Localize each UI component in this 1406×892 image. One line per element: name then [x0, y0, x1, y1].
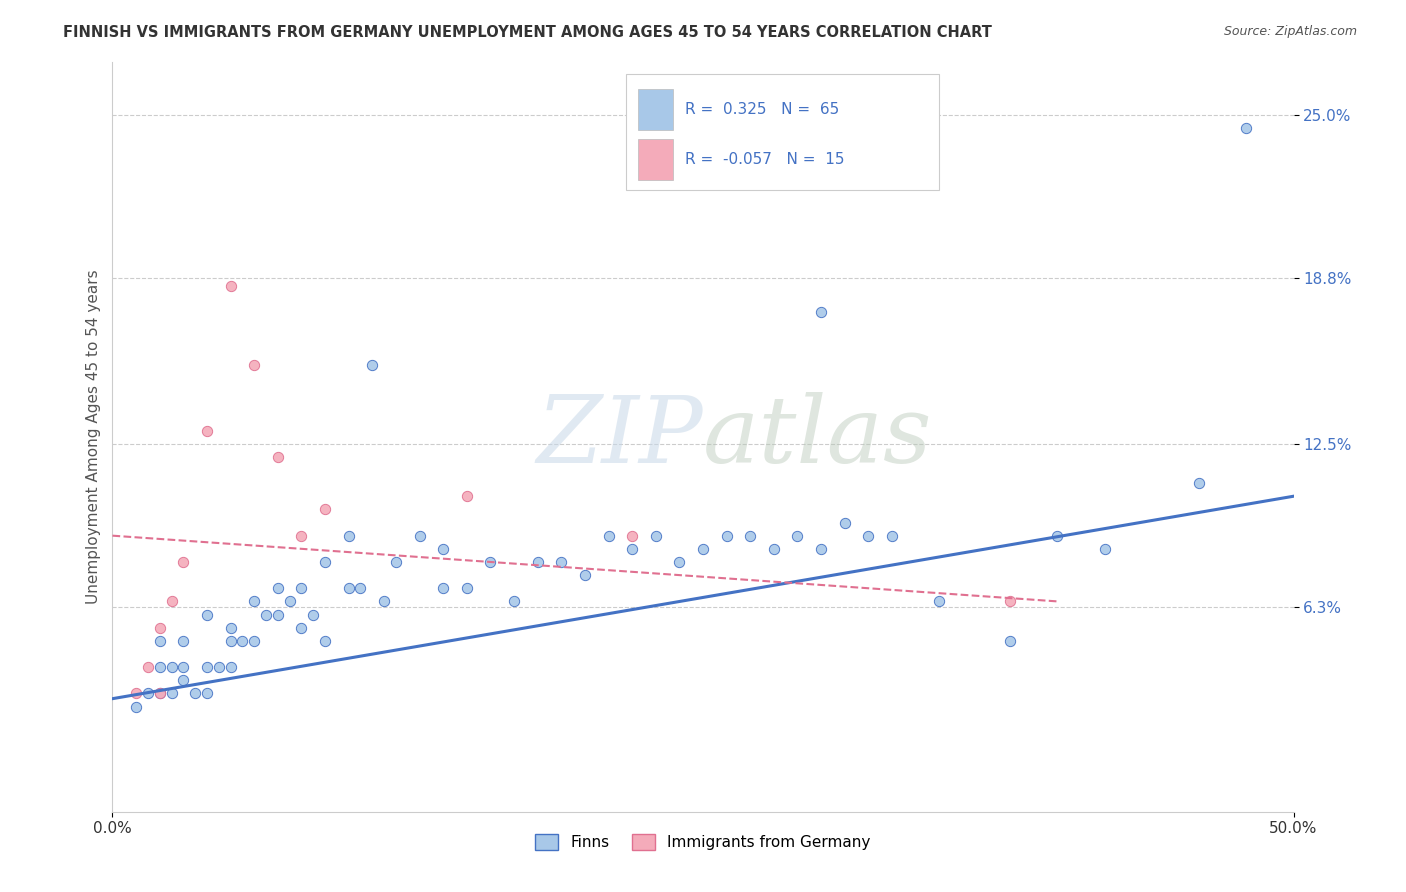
Point	[314, 502, 336, 516]
Point	[810, 541, 832, 556]
Point	[526, 555, 548, 569]
FancyBboxPatch shape	[626, 74, 939, 190]
Text: R =  -0.057   N =  15: R = -0.057 N = 15	[685, 153, 845, 168]
Point	[195, 424, 218, 438]
Point	[456, 581, 478, 595]
FancyBboxPatch shape	[638, 89, 673, 130]
Point	[172, 673, 194, 688]
Point	[160, 660, 183, 674]
Point	[290, 621, 312, 635]
Point	[136, 660, 159, 674]
Text: ZIP: ZIP	[536, 392, 703, 482]
Point	[574, 568, 596, 582]
Point	[243, 358, 266, 372]
Point	[172, 555, 194, 569]
Point	[337, 581, 360, 595]
Text: R =  0.325   N =  65: R = 0.325 N = 65	[685, 103, 839, 117]
Point	[762, 541, 785, 556]
Point	[456, 489, 478, 503]
Point	[149, 686, 172, 700]
Point	[858, 529, 880, 543]
Point	[219, 633, 242, 648]
Point	[621, 541, 644, 556]
Point	[998, 633, 1021, 648]
Point	[408, 529, 430, 543]
Point	[267, 581, 290, 595]
Point	[208, 660, 231, 674]
Point	[290, 581, 312, 595]
FancyBboxPatch shape	[638, 139, 673, 180]
Point	[278, 594, 301, 608]
Point	[136, 686, 159, 700]
Text: Source: ZipAtlas.com: Source: ZipAtlas.com	[1223, 25, 1357, 38]
Point	[1188, 476, 1211, 491]
Point	[432, 581, 454, 595]
Point	[644, 529, 666, 543]
Point	[172, 633, 194, 648]
Point	[290, 529, 312, 543]
Point	[361, 358, 384, 372]
Point	[302, 607, 325, 622]
Point	[160, 686, 183, 700]
Point	[716, 529, 738, 543]
Point	[149, 633, 172, 648]
Point	[880, 529, 903, 543]
Point	[125, 686, 148, 700]
Point	[267, 450, 290, 464]
Point	[740, 529, 762, 543]
Point	[786, 529, 808, 543]
Point	[219, 279, 242, 293]
Point	[267, 607, 290, 622]
Point	[1094, 541, 1116, 556]
Point	[125, 699, 148, 714]
Point	[834, 516, 856, 530]
Point	[1046, 529, 1069, 543]
Point	[385, 555, 408, 569]
Point	[254, 607, 277, 622]
Text: FINNISH VS IMMIGRANTS FROM GERMANY UNEMPLOYMENT AMONG AGES 45 TO 54 YEARS CORREL: FINNISH VS IMMIGRANTS FROM GERMANY UNEMP…	[63, 25, 993, 40]
Legend: Finns, Immigrants from Germany: Finns, Immigrants from Germany	[529, 829, 877, 856]
Point	[998, 594, 1021, 608]
Point	[195, 686, 218, 700]
Point	[349, 581, 371, 595]
Point	[668, 555, 690, 569]
Point	[550, 555, 572, 569]
Y-axis label: Unemployment Among Ages 45 to 54 years: Unemployment Among Ages 45 to 54 years	[86, 269, 101, 605]
Point	[149, 621, 172, 635]
Point	[314, 633, 336, 648]
Point	[219, 621, 242, 635]
Point	[149, 686, 172, 700]
Point	[314, 555, 336, 569]
Point	[337, 529, 360, 543]
Point	[692, 541, 714, 556]
Point	[184, 686, 207, 700]
Point	[243, 633, 266, 648]
Point	[928, 594, 950, 608]
Point	[160, 594, 183, 608]
Point	[621, 529, 644, 543]
Point	[231, 633, 253, 648]
Point	[810, 305, 832, 319]
Point	[172, 660, 194, 674]
Point	[503, 594, 526, 608]
Point	[1234, 121, 1257, 136]
Point	[149, 660, 172, 674]
Point	[219, 660, 242, 674]
Point	[195, 607, 218, 622]
Point	[373, 594, 395, 608]
Text: atlas: atlas	[703, 392, 932, 482]
Point	[598, 529, 620, 543]
Point	[432, 541, 454, 556]
Point	[243, 594, 266, 608]
Point	[195, 660, 218, 674]
Point	[479, 555, 502, 569]
